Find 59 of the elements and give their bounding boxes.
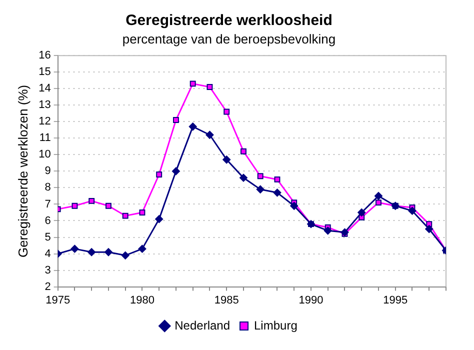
point: [376, 200, 382, 206]
point: [358, 208, 366, 216]
point: [290, 202, 298, 210]
point: [257, 173, 264, 180]
point: [340, 228, 349, 236]
x-tick-label: 1980: [130, 294, 154, 306]
point: [172, 167, 180, 176]
point: [105, 202, 112, 209]
point: [206, 84, 213, 90]
legend-label: Nederland: [174, 318, 230, 332]
y-tick-label: 6: [44, 214, 51, 227]
point: [70, 244, 79, 253]
point: [206, 130, 214, 139]
y-tick-label: 7: [44, 198, 51, 210]
point: [121, 251, 130, 260]
y-tick-label: 9: [44, 165, 51, 178]
y-tick-label: 5: [44, 231, 51, 244]
y-tick-label: 12: [38, 116, 51, 128]
point: [190, 80, 196, 87]
point: [188, 122, 197, 131]
point: [274, 176, 280, 182]
point: [222, 156, 231, 164]
y-tick-label: 10: [38, 148, 51, 161]
point: [374, 192, 382, 200]
x-tick-label: 1975: [46, 294, 70, 306]
y-tick-label: 11: [39, 132, 51, 144]
point: [156, 172, 162, 178]
point: [72, 202, 78, 209]
y-tick-label: 2: [44, 280, 51, 293]
point: [155, 215, 164, 224]
point: [88, 248, 96, 256]
y-tick-label: 8: [44, 182, 51, 194]
point: [239, 174, 248, 182]
point: [173, 117, 179, 123]
y-tick-label: 15: [38, 66, 51, 78]
y-tick-label: 3: [44, 264, 51, 276]
y-axis-title: Geregistreerde werklozen (%): [15, 84, 30, 258]
point: [408, 206, 416, 215]
y-tick-label: 4: [44, 248, 51, 260]
chart-title: Geregistreerde werkloosheid: [126, 12, 332, 30]
legend-label: Limburg: [254, 318, 298, 332]
x-tick-label: 1985: [214, 294, 239, 306]
x-tick-label: 1990: [298, 294, 324, 306]
point: [224, 108, 230, 115]
y-tick-label: 13: [38, 99, 51, 112]
chart-subtitle: percentage van de beroepsbevolking: [122, 31, 336, 46]
x-tick-label: 1995: [383, 294, 408, 306]
point: [273, 188, 282, 197]
point: [324, 226, 332, 235]
point: [256, 185, 264, 194]
point: [88, 198, 95, 204]
point: [425, 225, 434, 233]
point: [240, 148, 246, 154]
point: [104, 248, 112, 256]
y-tick-label: 16: [38, 50, 51, 62]
point: [138, 244, 146, 253]
point: [122, 212, 128, 219]
y-tick-label: 14: [38, 82, 51, 95]
point: [139, 210, 146, 216]
